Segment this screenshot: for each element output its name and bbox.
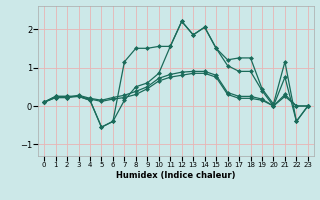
X-axis label: Humidex (Indice chaleur): Humidex (Indice chaleur) [116,171,236,180]
